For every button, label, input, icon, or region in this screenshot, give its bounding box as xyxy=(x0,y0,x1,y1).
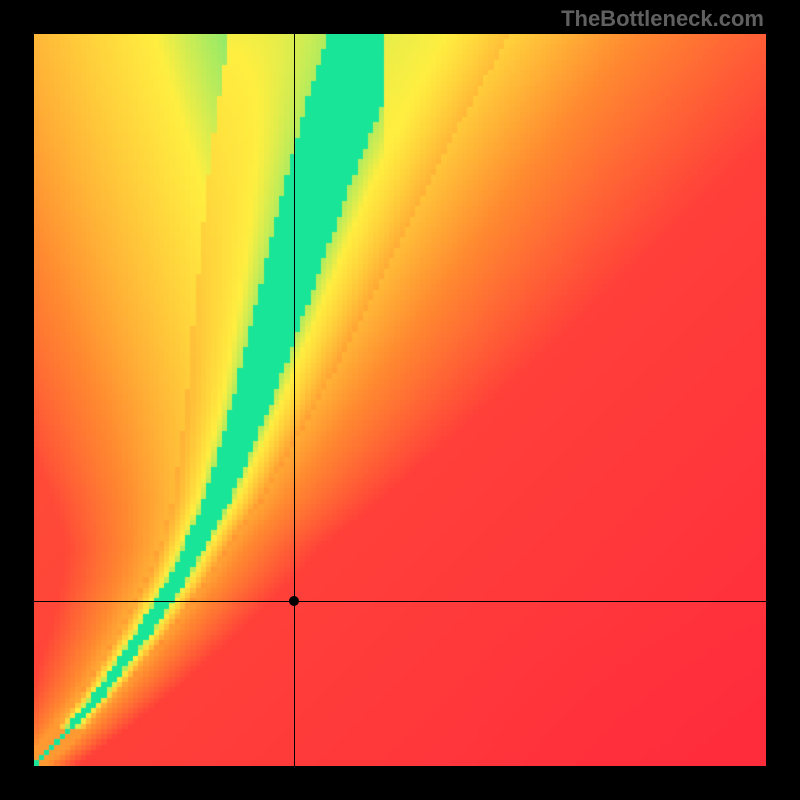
crosshair-vertical xyxy=(294,34,295,766)
plot-area xyxy=(34,34,766,766)
chart-container: TheBottleneck.com xyxy=(0,0,800,800)
crosshair-horizontal xyxy=(34,601,766,602)
crosshair-marker xyxy=(289,596,299,606)
watermark-text: TheBottleneck.com xyxy=(561,6,764,32)
heatmap-canvas xyxy=(34,34,766,766)
